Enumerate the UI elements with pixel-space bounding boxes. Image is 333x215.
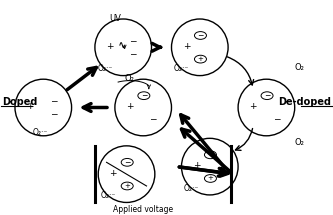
Text: +: + (126, 102, 134, 111)
Text: +: + (26, 102, 34, 111)
Text: −: − (50, 109, 57, 118)
Text: +: + (193, 161, 200, 170)
Text: −: − (273, 114, 280, 123)
Text: −: − (207, 150, 214, 159)
Text: O₂·⁻: O₂·⁻ (97, 64, 113, 73)
Text: +: + (207, 175, 213, 181)
Text: O₂·⁻: O₂·⁻ (184, 184, 199, 193)
Text: −: − (197, 31, 204, 40)
Text: Applied voltage: Applied voltage (113, 205, 173, 214)
Text: O₂: O₂ (125, 74, 135, 83)
Text: −: − (130, 36, 137, 45)
Text: De-doped: De-doped (278, 97, 331, 107)
Text: +: + (183, 42, 190, 51)
Text: O₂: O₂ (295, 63, 305, 72)
Text: −: − (264, 91, 270, 100)
Text: O₂·⁻: O₂·⁻ (101, 191, 116, 200)
Text: −: − (150, 114, 157, 123)
Text: +: + (249, 102, 257, 111)
Text: Doped: Doped (2, 97, 37, 107)
Text: −: − (50, 97, 57, 106)
Text: UV: UV (109, 14, 121, 23)
Text: +: + (110, 169, 117, 178)
Text: O₂: O₂ (295, 138, 305, 147)
Text: −: − (130, 49, 137, 58)
Text: +: + (124, 183, 130, 189)
Text: O₂·⁻: O₂·⁻ (174, 64, 189, 73)
Text: −: − (124, 158, 131, 167)
Text: O₂·⁻: O₂·⁻ (32, 128, 48, 137)
Text: +: + (197, 56, 203, 62)
Text: −: − (141, 91, 147, 100)
Text: +: + (106, 42, 114, 51)
